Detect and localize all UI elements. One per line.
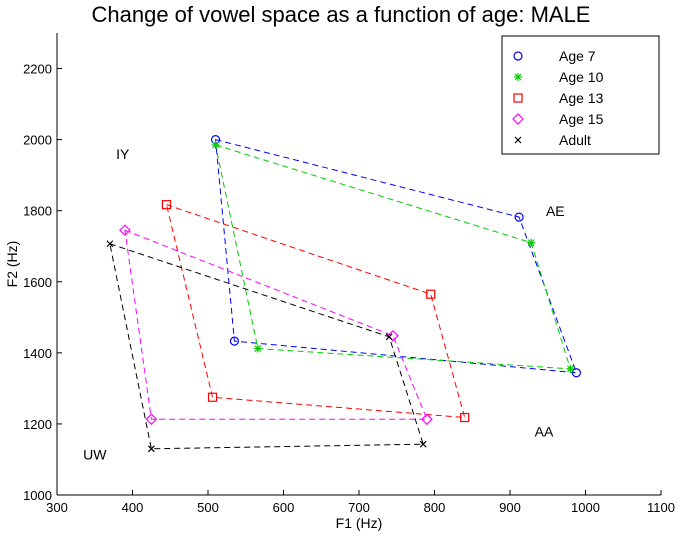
marker-shape xyxy=(229,336,240,346)
marker-shape xyxy=(514,212,524,222)
series-line xyxy=(214,144,572,370)
marker-shape xyxy=(514,136,522,144)
marker-shape xyxy=(571,368,582,378)
data-point-uw xyxy=(147,445,155,453)
data-point-aa xyxy=(421,413,433,426)
marker-shape xyxy=(566,365,574,373)
chart-title: Change of vowel space as a function of a… xyxy=(91,2,591,27)
data-point-ae xyxy=(387,329,399,342)
legend-marker xyxy=(513,93,523,103)
marker-shape xyxy=(385,333,393,341)
marker-shape xyxy=(147,445,155,453)
x-tick-label: 500 xyxy=(197,500,219,515)
vowel-label-aa: AA xyxy=(535,423,554,439)
marker-shape xyxy=(421,413,433,426)
legend-label: Age 7 xyxy=(559,48,596,64)
vowel-label-ae: AE xyxy=(546,203,565,219)
marker-shape xyxy=(419,440,427,448)
x-tick-label: 800 xyxy=(424,500,446,515)
data-point-iy xyxy=(211,140,220,149)
vowel-label-iy: IY xyxy=(116,146,130,162)
x-tick-label: 400 xyxy=(122,500,144,515)
data-point-aa xyxy=(566,364,575,373)
data-point-aa xyxy=(419,440,427,448)
marker-shape xyxy=(512,113,524,125)
y-tick-label: 1000 xyxy=(23,488,52,503)
x-tick-label: 300 xyxy=(46,500,68,515)
series-line xyxy=(124,229,428,420)
data-point-uw xyxy=(145,413,158,426)
marker-shape xyxy=(207,392,218,402)
legend-label: Age 13 xyxy=(559,90,604,106)
marker-shape xyxy=(513,51,523,61)
data-point-ae xyxy=(385,333,393,341)
data-point-ae xyxy=(426,289,436,299)
marker-shape xyxy=(527,239,535,247)
marker-shape xyxy=(513,93,523,103)
y-tick-label: 1800 xyxy=(23,204,52,219)
x-tick-label: 600 xyxy=(273,500,295,515)
data-point-uw xyxy=(253,344,262,353)
marker-shape xyxy=(426,289,436,299)
legend-label: Age 15 xyxy=(559,111,604,127)
x-tick-label: 1000 xyxy=(571,500,600,515)
data-point-uw xyxy=(229,336,240,346)
marker-shape xyxy=(514,73,522,81)
data-point-iy xyxy=(119,224,131,237)
legend-marker xyxy=(512,113,524,125)
marker-shape xyxy=(387,329,399,342)
legend-label: Adult xyxy=(559,132,591,148)
y-tick-label: 1400 xyxy=(23,346,52,361)
x-axis-label: F1 (Hz) xyxy=(336,515,383,531)
data-point-aa xyxy=(460,412,470,423)
x-tick-label: 1100 xyxy=(647,500,675,515)
legend-marker xyxy=(514,136,522,144)
data-point-ae xyxy=(527,238,536,247)
marker-shape xyxy=(145,413,158,426)
series-line xyxy=(214,138,578,374)
data-point-iy xyxy=(161,200,172,210)
marker-shape xyxy=(460,412,470,423)
vowel-label-uw: UW xyxy=(83,446,107,462)
legend-label: Age 10 xyxy=(559,69,604,85)
legend-box xyxy=(501,35,660,155)
data-point-aa xyxy=(571,368,582,378)
legend-marker xyxy=(514,73,522,81)
data-point-iy xyxy=(106,240,114,248)
data-point-uw xyxy=(207,392,218,402)
y-tick-label: 1600 xyxy=(23,275,52,290)
marker-shape xyxy=(106,240,114,248)
x-tick-label: 900 xyxy=(499,500,521,515)
y-tick-label: 1200 xyxy=(23,417,52,432)
marker-shape xyxy=(254,345,262,353)
y-axis-label: F2 (Hz) xyxy=(4,241,20,288)
series-line xyxy=(109,242,424,450)
y-tick-label: 2200 xyxy=(23,62,52,77)
marker-shape xyxy=(161,200,172,210)
series-line xyxy=(165,203,466,419)
marker-shape xyxy=(212,141,219,149)
x-tick-label: 700 xyxy=(348,500,370,515)
legend-marker xyxy=(513,51,523,61)
marker-shape xyxy=(119,224,131,237)
data-point-ae xyxy=(514,212,524,222)
y-tick-label: 2000 xyxy=(23,133,52,148)
